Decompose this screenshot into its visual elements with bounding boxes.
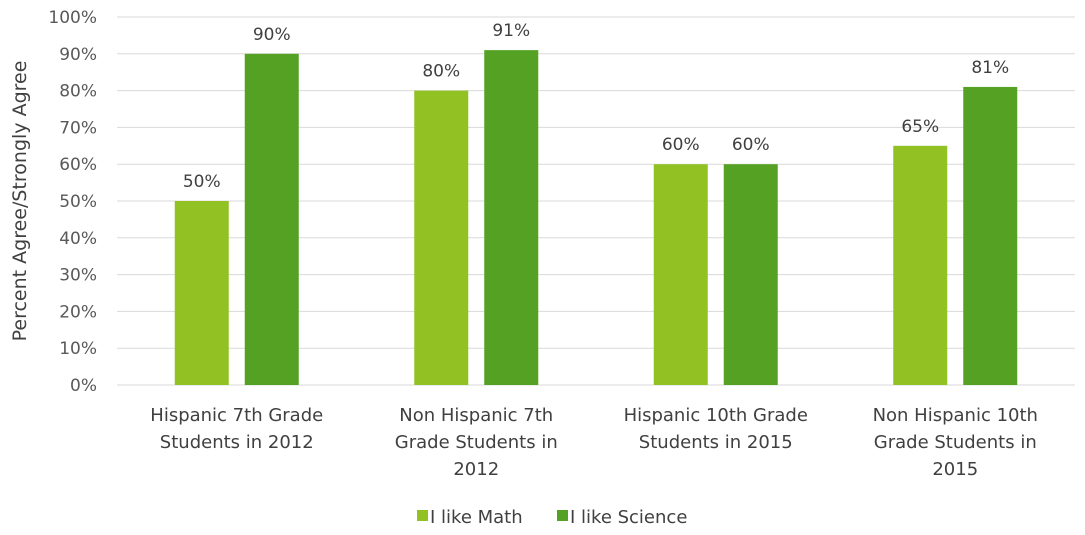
bar-i-like-science [723, 164, 778, 385]
legend-item: I like Science [557, 507, 687, 528]
y-tick-label: 100% [48, 8, 97, 28]
x-category-label-line: Grade Students in [874, 432, 1037, 453]
x-category-label: Hispanic 10th Grade Students in 2015 [624, 405, 808, 453]
x-category-label-line: Students in 2015 [639, 432, 793, 453]
data-label: 65% [901, 117, 939, 137]
bar-i-like-science [244, 53, 299, 386]
x-category-label-line: Hispanic 10th Grade [624, 405, 808, 426]
y-tick-label: 90% [59, 45, 97, 65]
x-category-label-line: Grade Students in [395, 432, 558, 453]
data-label: 91% [492, 21, 530, 41]
x-category-label-line: 2015 [932, 459, 978, 480]
legend-label: I like Math [430, 507, 523, 528]
legend: I like Math I like Science [417, 507, 687, 528]
bars [174, 50, 1018, 386]
x-category-label: Non Hispanic 10th Grade Students in 2015 [873, 405, 1038, 480]
data-label: 60% [732, 135, 770, 155]
bar-i-like-math [414, 90, 469, 385]
data-label: 60% [662, 135, 700, 155]
bar-i-like-science [484, 50, 539, 386]
x-axis-categories: Hispanic 7th Grade Students in 2012 Non Hi… [150, 405, 1038, 480]
y-tick-label: 40% [59, 229, 97, 249]
y-tick-label: 50% [59, 192, 97, 212]
x-category-label-line: 2012 [453, 459, 499, 480]
data-label: 80% [422, 62, 460, 82]
x-category-label: Hispanic 7th Grade Students in 2012 [150, 405, 323, 453]
legend-swatch [557, 510, 568, 521]
bar-i-like-math [653, 164, 708, 385]
data-label: 90% [253, 25, 291, 45]
y-tick-label: 80% [59, 82, 97, 102]
x-category-label-line: Non Hispanic 10th [873, 405, 1038, 426]
legend-swatch [417, 510, 428, 521]
bar-i-like-math [893, 145, 948, 385]
x-category-label: Non Hispanic 7th Grade Students in 2012 [395, 405, 558, 480]
y-axis-ticks: 0% 10% 20% 30% 40% 50% 60% 70% 80% 90% 100% [48, 8, 97, 396]
y-tick-label: 10% [59, 339, 97, 359]
data-labels: 50% 90% 80% 91% 60% 60% 65% 81% [183, 21, 1009, 192]
y-tick-label: 70% [59, 118, 97, 138]
y-tick-label: 0% [70, 376, 97, 396]
x-category-label-line: Students in 2012 [160, 432, 314, 453]
y-tick-label: 30% [59, 266, 97, 286]
data-label: 50% [183, 172, 221, 192]
y-tick-label: 60% [59, 155, 97, 175]
data-label: 81% [971, 58, 1009, 78]
legend-item: I like Math [417, 507, 523, 528]
y-axis-title: Percent Agree/Strongly Agree [9, 61, 31, 342]
legend-label: I like Science [570, 507, 687, 528]
y-tick-label: 20% [59, 302, 97, 322]
x-category-label-line: Hispanic 7th Grade [150, 405, 323, 426]
bar-i-like-math [174, 201, 229, 385]
x-category-label-line: Non Hispanic 7th [399, 405, 553, 426]
bar-i-like-science [963, 86, 1018, 386]
